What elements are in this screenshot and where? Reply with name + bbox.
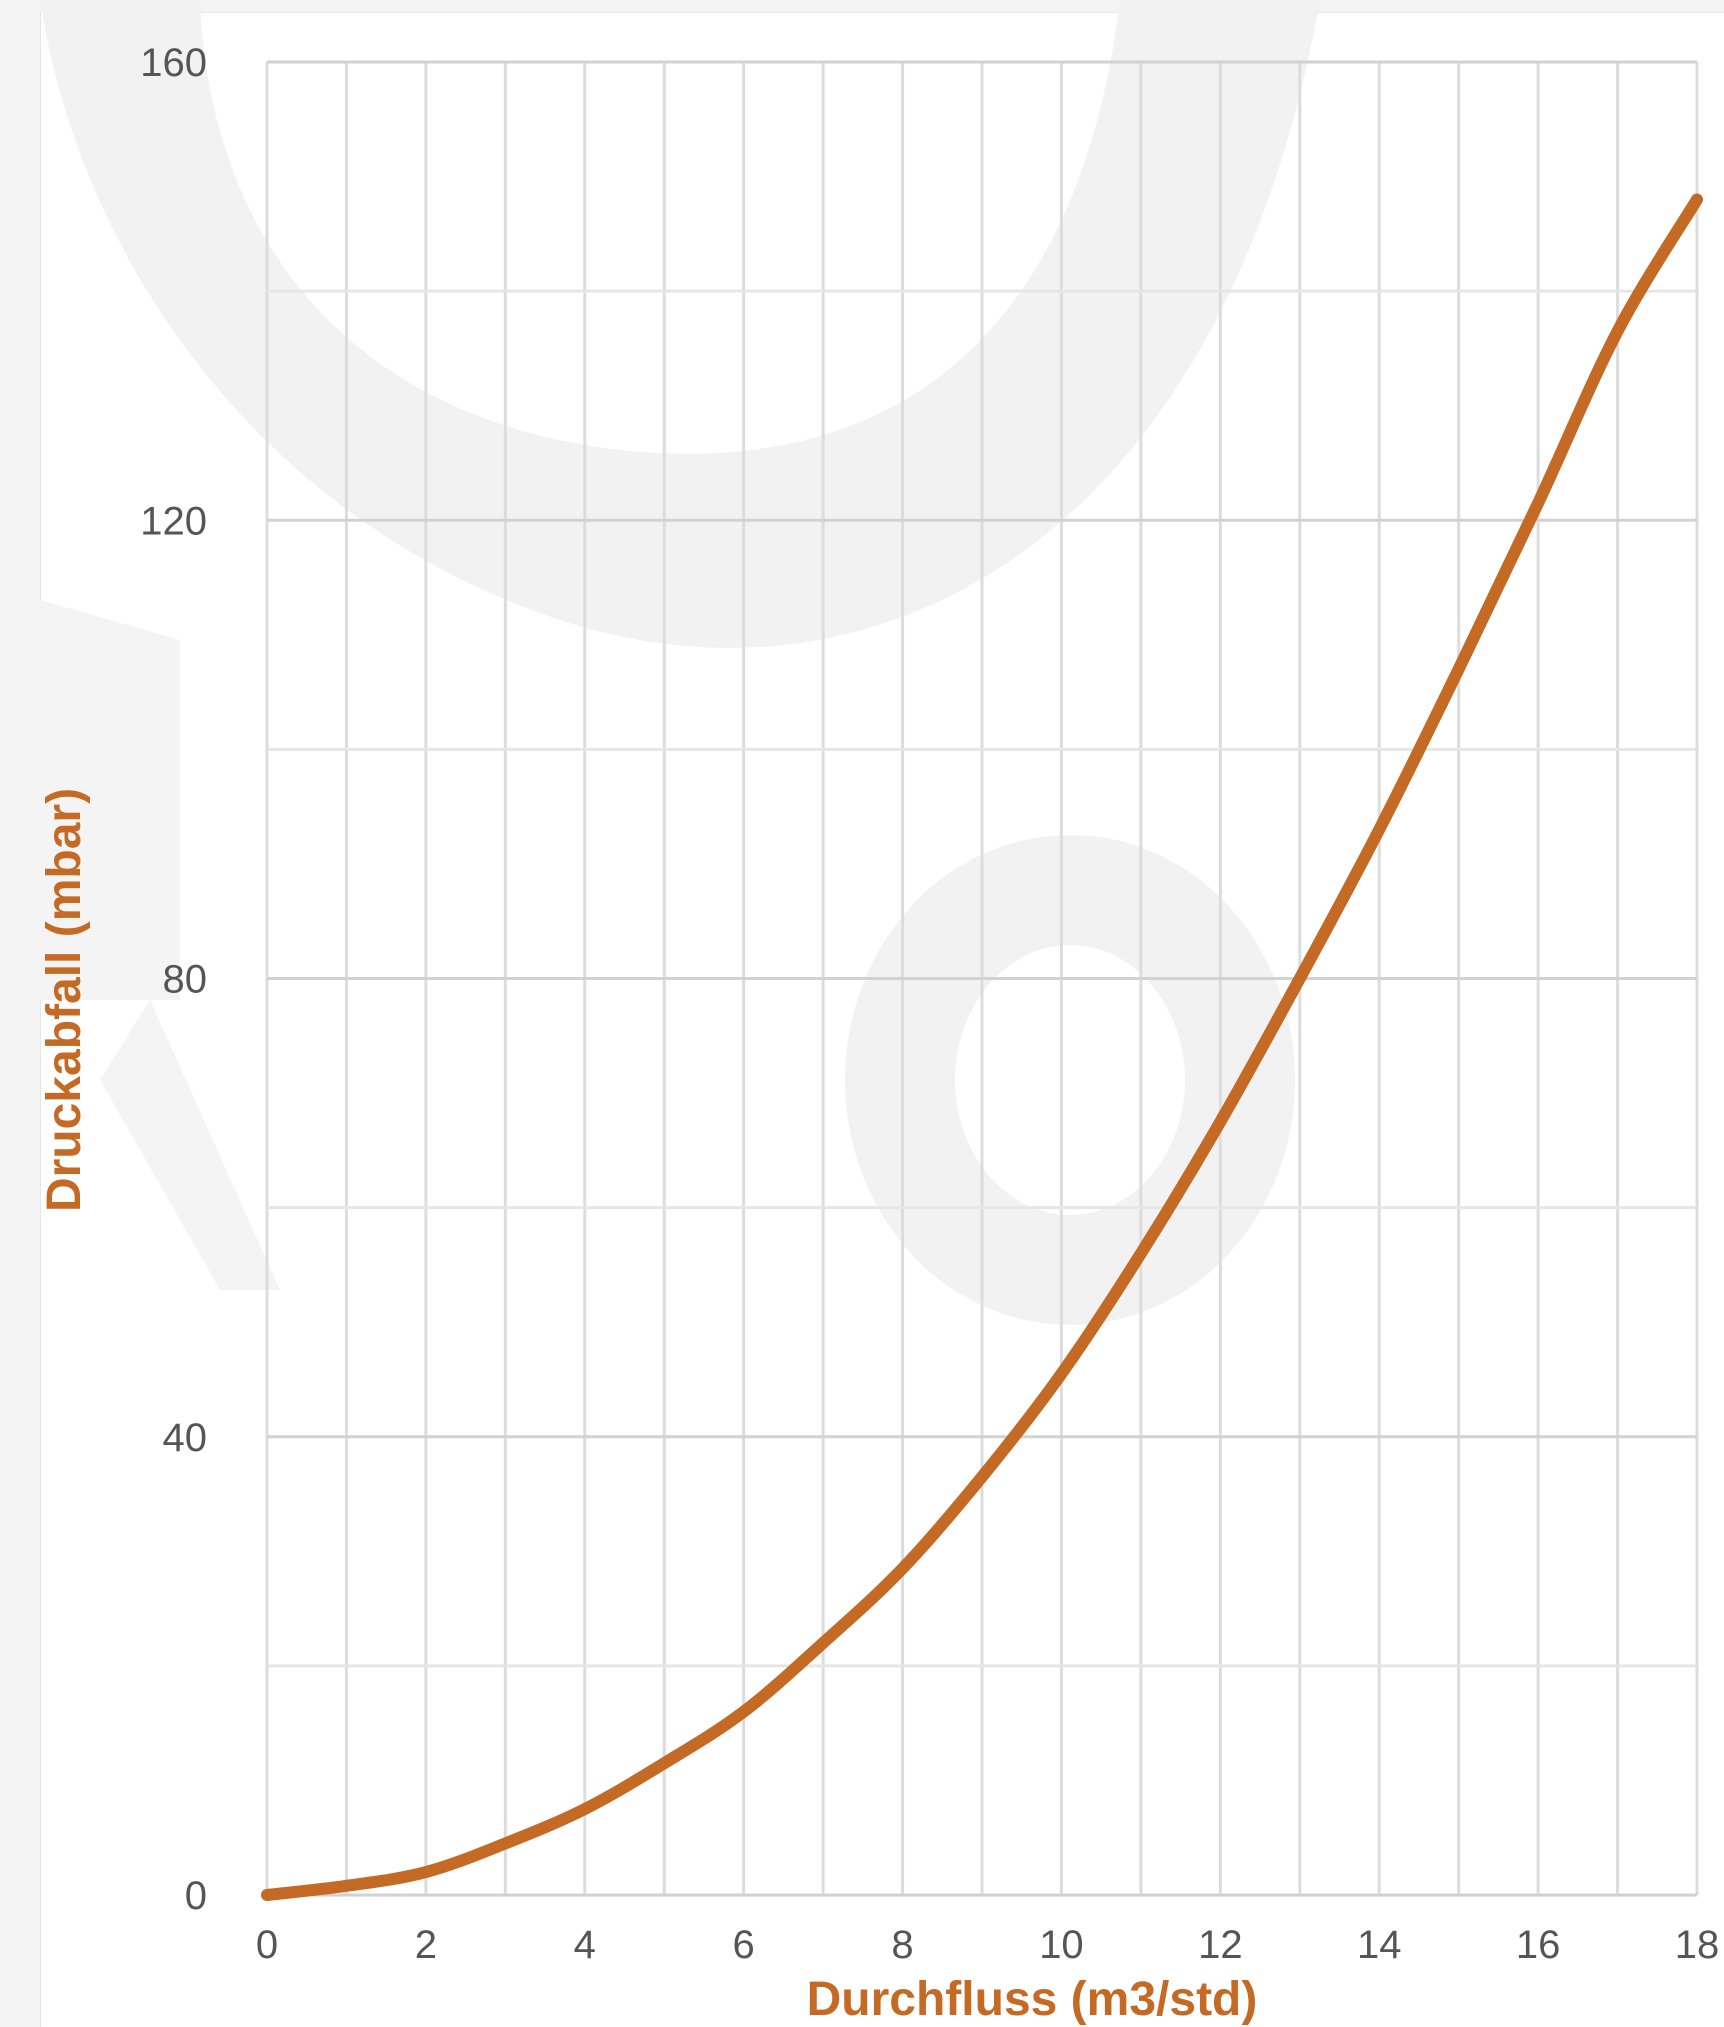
series-layer xyxy=(261,193,1703,1901)
x-tick-label: 2 xyxy=(415,1923,437,1967)
x-tick-label: 18 xyxy=(1675,1923,1720,1967)
y-axis-tick-labels: 0 40 80 120 160 xyxy=(140,41,207,1918)
x-tick-label: 10 xyxy=(1039,1923,1084,1967)
y-tick-label: 120 xyxy=(140,499,207,543)
x-tick-label: 8 xyxy=(891,1923,913,1967)
series-line xyxy=(261,193,1703,1901)
x-tick-label: 0 xyxy=(256,1923,278,1967)
x-tick-label: 4 xyxy=(574,1923,596,1967)
y-tick-label: 80 xyxy=(163,958,208,1002)
y-axis-title: Druckabfall (mbar) xyxy=(38,788,91,1212)
y-tick-label: 0 xyxy=(185,1874,207,1918)
x-tick-label: 16 xyxy=(1516,1923,1561,1967)
x-axis-tick-labels: 0 2 4 6 8 10 12 14 16 18 xyxy=(256,1923,1719,1967)
x-tick-label: 14 xyxy=(1357,1923,1402,1967)
y-tick-label: 40 xyxy=(163,1416,208,1460)
x-axis-title: Durchfluss (m3/std) xyxy=(807,1973,1258,2026)
y-tick-label: 160 xyxy=(140,41,207,85)
x-tick-label: 12 xyxy=(1198,1923,1243,1967)
watermark xyxy=(40,0,1320,1325)
grid xyxy=(265,60,1699,1897)
x-tick-label: 6 xyxy=(733,1923,755,1967)
